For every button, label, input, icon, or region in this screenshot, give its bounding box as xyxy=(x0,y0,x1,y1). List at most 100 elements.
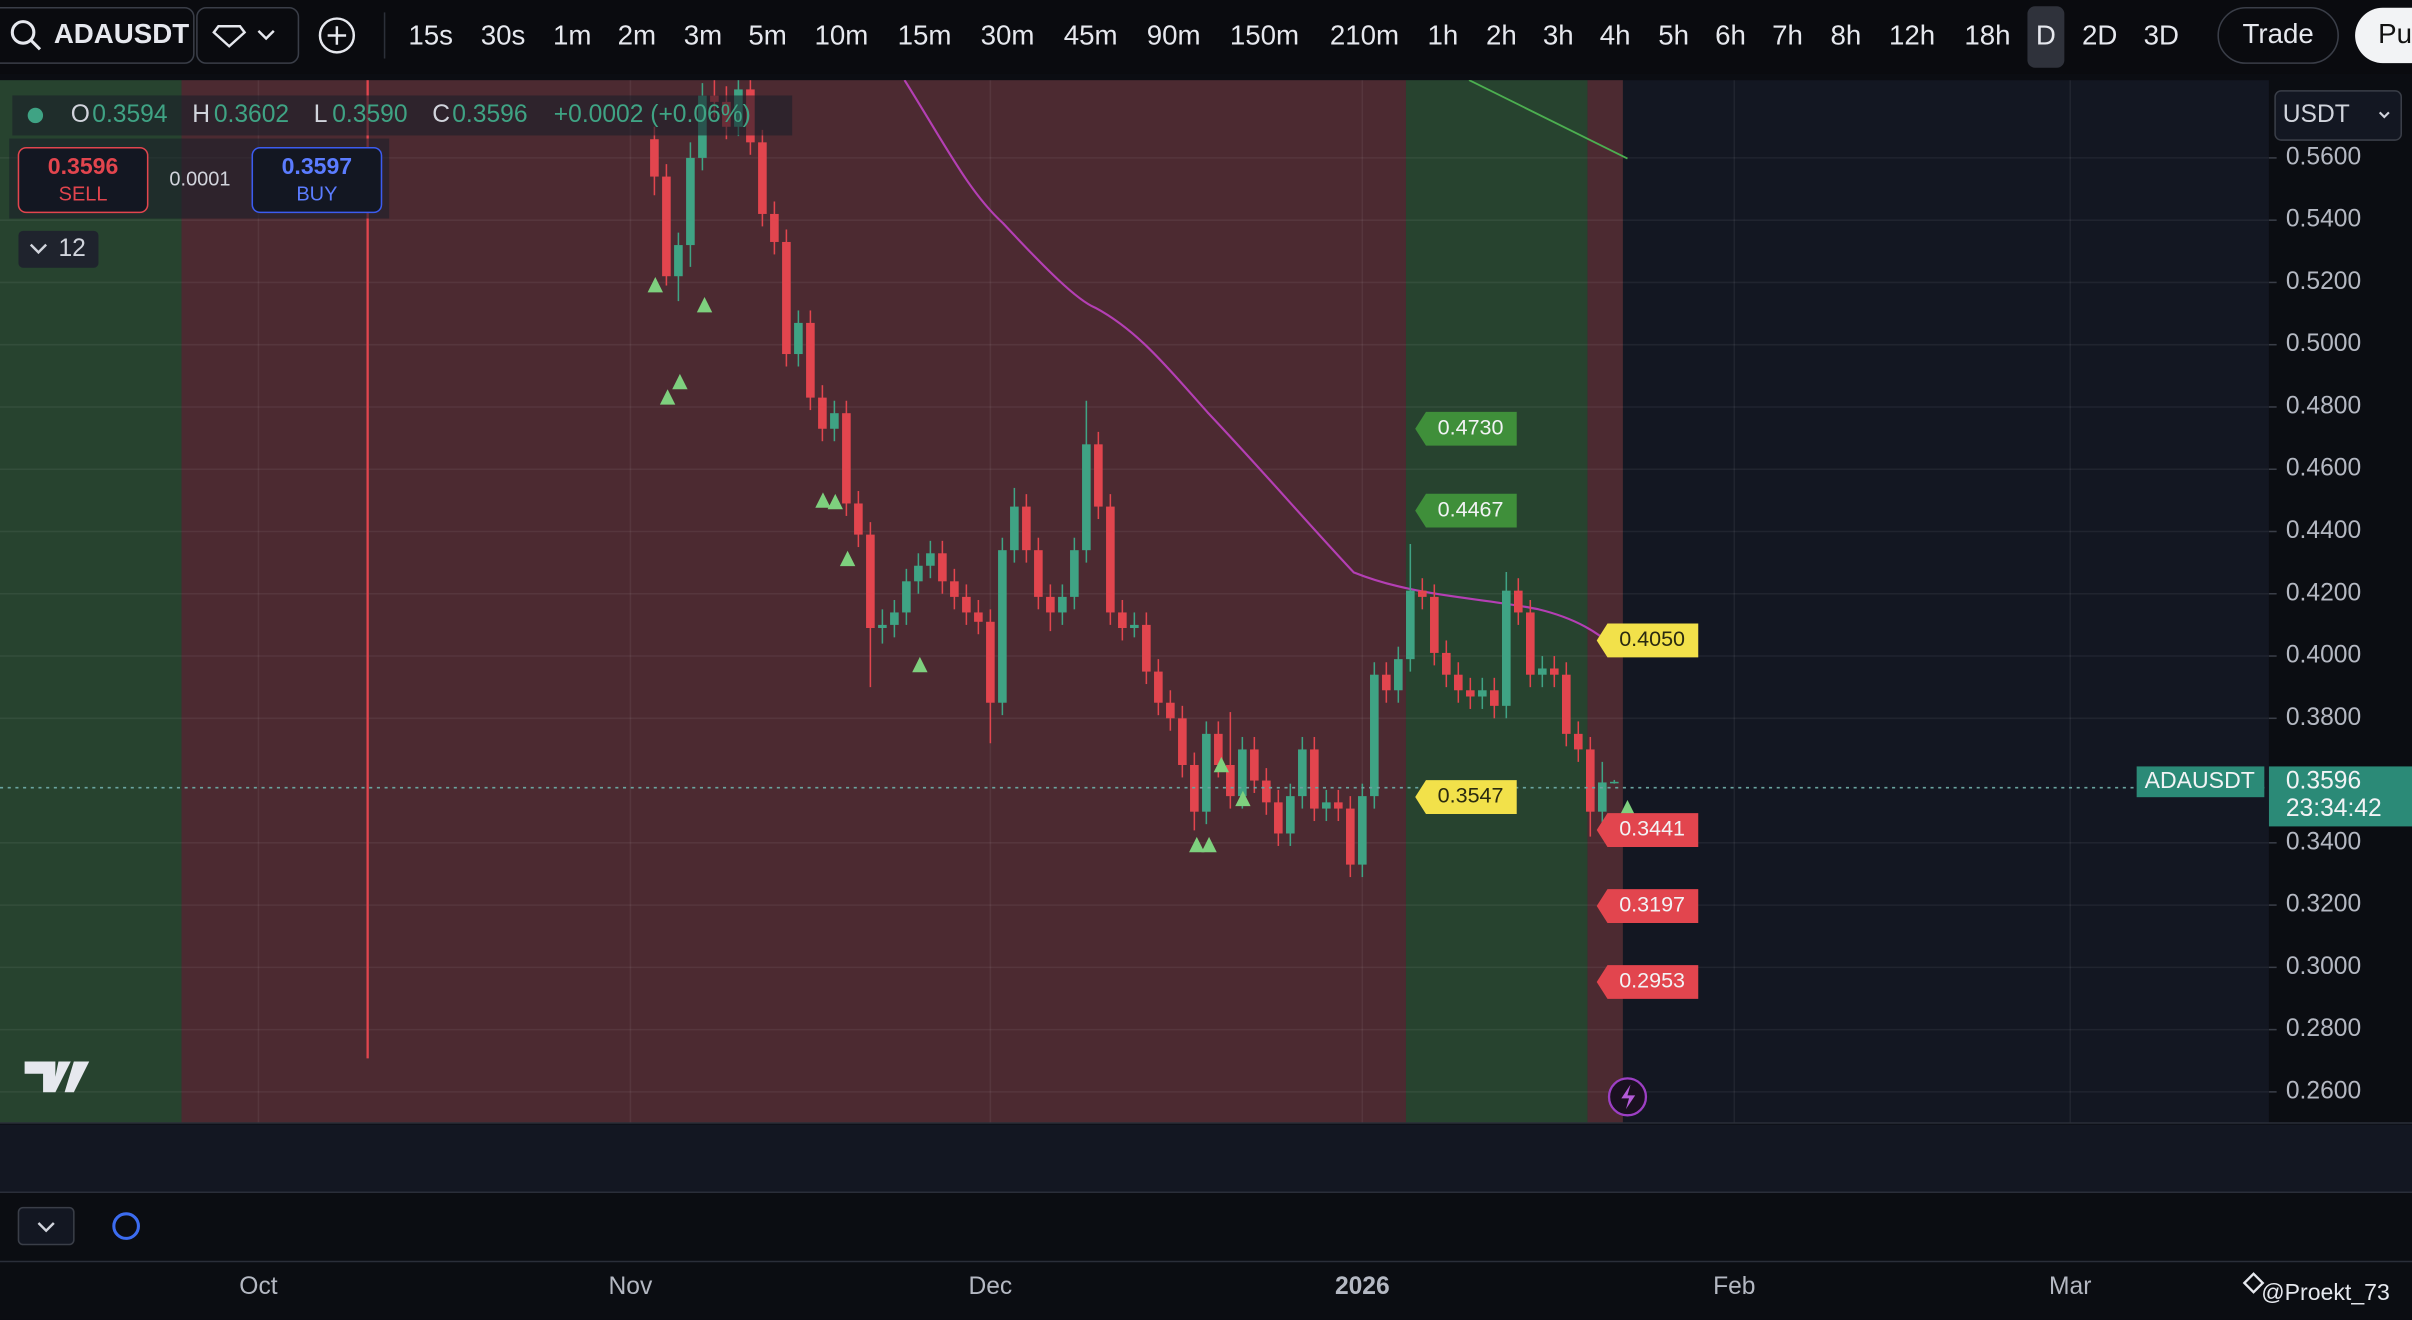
publish-button[interactable] xyxy=(2355,7,2412,64)
candle-body xyxy=(998,550,1007,703)
signal-marker xyxy=(1235,790,1251,807)
candle-body xyxy=(962,596,971,613)
interval[interactable]: 90m xyxy=(1147,19,1201,50)
candle-body xyxy=(1430,596,1439,653)
candle-body xyxy=(1118,612,1127,629)
price-tag-label: 0.3197 xyxy=(1619,893,1685,917)
candle-body xyxy=(1466,690,1475,697)
signal-marker xyxy=(827,493,843,510)
interval[interactable]: 5h xyxy=(1658,19,1689,50)
countdown: 23:34:42 xyxy=(2286,795,2382,822)
legend-label: H xyxy=(192,101,210,128)
candle-body xyxy=(1058,596,1067,613)
candle-body xyxy=(806,322,815,398)
grid xyxy=(0,80,2269,1124)
candle-body xyxy=(866,534,875,629)
candle-body xyxy=(1094,444,1103,507)
candle-body xyxy=(890,612,899,625)
interval[interactable]: 5m xyxy=(748,19,786,50)
trade-button[interactable] xyxy=(2217,7,2339,64)
y-tick-label: 0.5600 xyxy=(2286,143,2361,170)
y-tick-label: 0.3200 xyxy=(2286,891,2361,918)
collapse-button[interactable] xyxy=(17,1206,75,1246)
candle-body xyxy=(1334,802,1343,809)
y-tick-label: 0.5000 xyxy=(2286,330,2361,357)
currency: USDT xyxy=(2283,101,2350,128)
candle-body xyxy=(1549,668,1559,675)
interval[interactable]: 12h xyxy=(1889,19,1935,50)
candle-body xyxy=(1442,652,1451,675)
watermark-icon xyxy=(2242,1272,2265,1294)
candle-body xyxy=(1298,749,1307,797)
interval[interactable]: 45m xyxy=(1064,19,1118,50)
candle-body xyxy=(830,413,839,429)
premium-menu[interactable] xyxy=(196,7,300,64)
candle-body xyxy=(902,581,911,613)
status-dot xyxy=(27,107,44,124)
price-tag xyxy=(1596,813,1699,847)
candle-body xyxy=(1034,550,1043,597)
interval[interactable]: 1m xyxy=(553,19,591,50)
last-price-symbol-box xyxy=(2136,766,2265,798)
interval[interactable]: 10m xyxy=(815,19,869,50)
price-tag-label: 0.3441 xyxy=(1619,817,1685,841)
candle-body xyxy=(914,565,923,582)
candle-body xyxy=(1382,674,1391,691)
signal-marker xyxy=(1189,836,1205,853)
signal-marker xyxy=(839,550,856,567)
candle-body xyxy=(1490,690,1499,706)
interval[interactable]: 7h xyxy=(1772,19,1803,50)
interval[interactable]: 2h xyxy=(1486,19,1517,50)
interval[interactable]: 3D xyxy=(2144,19,2179,50)
interval[interactable]: 18h xyxy=(1964,19,2010,50)
chevron xyxy=(37,1222,55,1233)
interval[interactable]: 150m xyxy=(1230,19,1299,50)
indicators-toggle[interactable] xyxy=(18,230,99,268)
interval[interactable]: 3m xyxy=(684,19,722,50)
candle-body xyxy=(818,397,827,429)
signal-marker xyxy=(1619,799,1636,816)
interval[interactable]: 210m xyxy=(1330,19,1399,50)
buy-button[interactable] xyxy=(251,146,383,214)
interval[interactable]: 15m xyxy=(898,19,952,50)
candle-body xyxy=(1513,590,1523,613)
candle-body xyxy=(842,413,851,504)
indicators-count: 12 xyxy=(58,235,85,262)
interval[interactable]: 30m xyxy=(981,19,1035,50)
interval[interactable]: 30s xyxy=(481,19,526,50)
candle-body xyxy=(1046,596,1055,613)
interval[interactable]: 8h xyxy=(1831,19,1862,50)
trade-label: Trade xyxy=(2243,18,2314,49)
price-tag-label: 0.4050 xyxy=(1619,627,1685,651)
candle-body xyxy=(770,213,779,242)
add-button[interactable] xyxy=(318,17,356,54)
interval[interactable]: 2m xyxy=(618,19,656,50)
price-tag xyxy=(1596,889,1699,923)
signal-marker xyxy=(647,276,663,293)
sell-button[interactable] xyxy=(17,146,149,214)
interval[interactable]: 1h xyxy=(1428,19,1459,50)
legend-value: 0.3594 xyxy=(92,101,167,128)
bearish-zone xyxy=(181,80,1406,1124)
signal-marker xyxy=(815,492,831,508)
symbol-search[interactable] xyxy=(0,7,195,64)
interval[interactable]: 15s xyxy=(408,19,453,50)
refresh-button[interactable] xyxy=(112,1212,140,1240)
candle-body xyxy=(1418,590,1427,597)
interval[interactable]: D xyxy=(2036,19,2056,50)
indicator-pane xyxy=(0,1124,2412,1193)
candle-body xyxy=(650,139,659,177)
y-tick-label: 0.3400 xyxy=(2286,828,2361,855)
interval[interactable]: 3h xyxy=(1543,19,1574,50)
legend-value: 0.3590 xyxy=(332,101,407,128)
signal-marker xyxy=(912,656,928,673)
candle-body xyxy=(1178,718,1187,765)
currency-select[interactable] xyxy=(2274,90,2403,141)
candle-body xyxy=(1070,550,1079,597)
interval[interactable]: 2D xyxy=(2082,19,2117,50)
legend-change: +0.0002 (+0.06%) xyxy=(554,101,751,128)
diamond-icon xyxy=(212,25,247,48)
interval[interactable]: 6h xyxy=(1715,19,1746,50)
interval[interactable]: 4h xyxy=(1600,19,1631,50)
candle-body xyxy=(1262,780,1271,803)
